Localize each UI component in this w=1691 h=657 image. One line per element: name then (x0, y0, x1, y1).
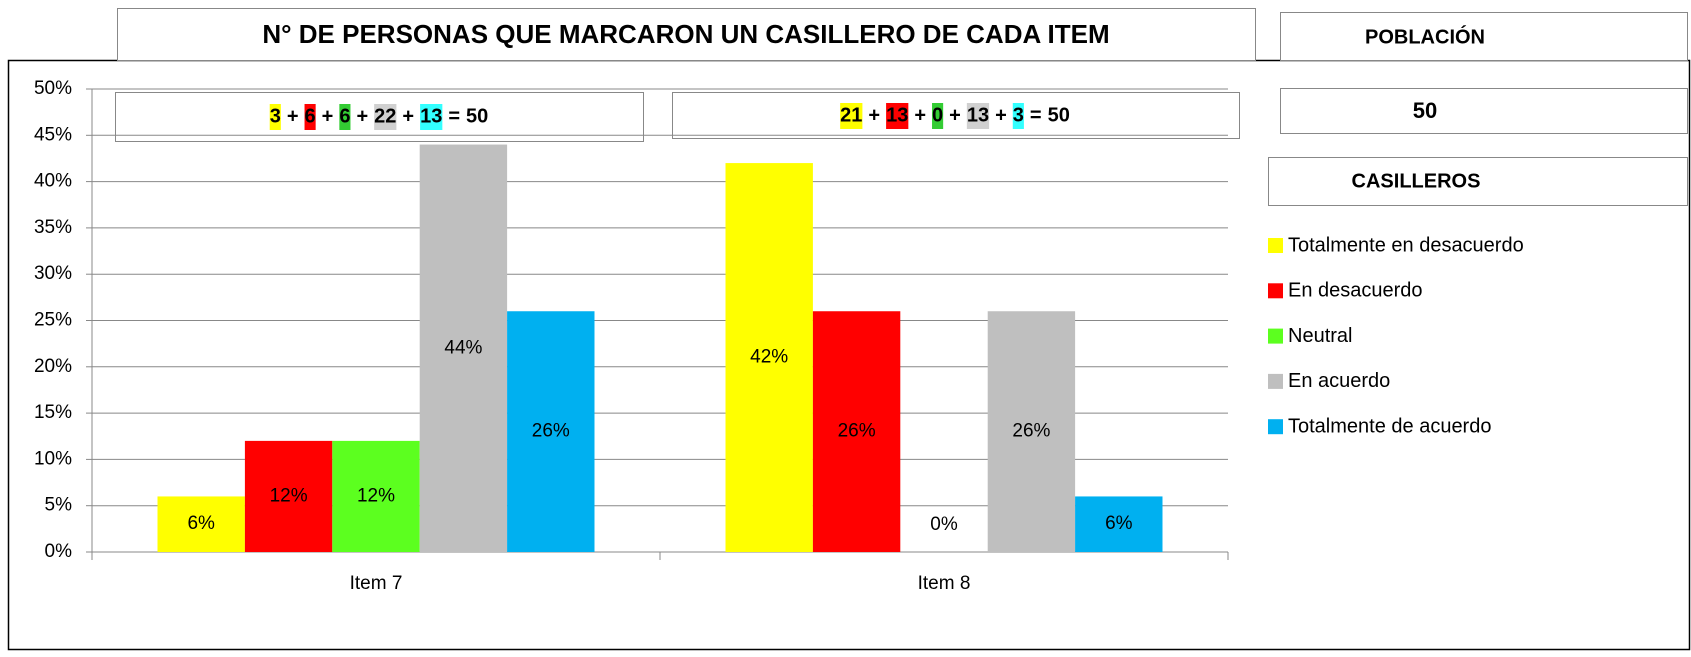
bar (332, 440, 420, 552)
annotation-text: 50 (466, 105, 488, 127)
highlight (374, 104, 397, 130)
legend-label: En acuerdo (1288, 370, 1390, 392)
annotation: 3 +6 +6 +22 +13 = 50 (269, 104, 488, 130)
bar (987, 311, 1076, 552)
highlight (966, 103, 990, 129)
annotation-text: + (287, 105, 299, 127)
bar (507, 311, 595, 552)
legend-label: Totalmente de acuerdo (1288, 415, 1491, 437)
bar (1075, 496, 1163, 552)
highlight (932, 103, 944, 129)
legend-swatch (1268, 328, 1283, 344)
population-value: 50 (1413, 98, 1437, 123)
y-tick-label: 40% (34, 171, 72, 192)
legend-swatch (1268, 419, 1283, 435)
bar (419, 144, 508, 552)
annotation-text: = (1030, 104, 1042, 126)
legend-swatch (1268, 283, 1283, 299)
data-label: 12% (357, 485, 395, 506)
title-box (117, 8, 1256, 61)
y-tick-label: 10% (34, 448, 72, 469)
annotation-box (672, 92, 1240, 139)
x-tick-label: Item 8 (918, 573, 971, 594)
annotation-text: 13 (420, 105, 442, 127)
y-tick-label: 5% (45, 495, 73, 516)
population-label-box (1280, 12, 1688, 61)
chart-title: N° DE PERSONAS QUE MARCARON UN CASILLERO… (262, 19, 1109, 49)
annotation-text: + (949, 104, 961, 126)
data-label: 26% (1012, 421, 1050, 442)
y-tick-label: 50% (34, 78, 72, 99)
bar (725, 163, 813, 552)
legend-swatch (1268, 373, 1283, 389)
population-label: POBLACIÓN (1365, 24, 1485, 48)
data-label: 6% (1105, 513, 1133, 534)
boxes-label: CASILLEROS (1352, 170, 1481, 192)
data-label: 12% (270, 485, 308, 506)
highlight (339, 104, 351, 130)
population-box (1280, 88, 1688, 134)
annotation-text: 21 (840, 104, 862, 126)
annotation-text: + (356, 105, 368, 127)
annotation-text: 6 (339, 105, 350, 127)
annotation: 21 +13 +0 +13 +3 = 50 (840, 103, 1070, 129)
highlight (840, 103, 863, 129)
annotation-text: 50 (1048, 104, 1070, 126)
annotation-text: + (322, 105, 334, 127)
data-label: 26% (838, 421, 876, 442)
annotation-text: = (448, 105, 460, 127)
highlight (420, 104, 443, 130)
annotation-text: + (995, 104, 1007, 126)
bar (157, 496, 245, 552)
annotation-text: + (402, 105, 414, 127)
legend-label: Totalmente en desacuerdo (1288, 234, 1524, 256)
data-label: 0% (930, 514, 958, 535)
annotation-text: 13 (886, 104, 908, 126)
annotation-text: 3 (270, 105, 281, 127)
y-tick-label: 0% (45, 541, 73, 562)
annotation-text: 0 (932, 104, 943, 126)
highlight (1012, 103, 1024, 129)
y-tick-label: 30% (34, 263, 72, 284)
annotation-text: 22 (374, 105, 396, 127)
annotation-text: + (868, 104, 880, 126)
y-tick-label: 35% (34, 217, 72, 238)
annotation-text: 3 (1013, 104, 1024, 126)
data-label: 42% (750, 347, 788, 368)
y-tick-label: 20% (34, 356, 72, 377)
x-tick-label: Item 7 (350, 573, 403, 594)
boxes-label-box (1268, 157, 1688, 206)
legend-swatch (1268, 238, 1283, 253)
annotation-text: 13 (967, 104, 989, 126)
highlight (269, 104, 281, 130)
y-tick-label: 25% (34, 310, 72, 331)
annotation-text: + (914, 104, 926, 126)
y-tick-label: 45% (34, 124, 72, 145)
annotation-text: 6 (305, 105, 316, 127)
bar (812, 311, 901, 552)
highlight (886, 103, 909, 129)
data-label: 26% (532, 421, 570, 442)
legend-label: En desacuerdo (1288, 280, 1423, 302)
data-label: 44% (444, 337, 482, 358)
data-label: 6% (187, 513, 215, 534)
highlight (304, 104, 316, 130)
legend-label: Neutral (1288, 325, 1352, 347)
bar (244, 440, 333, 552)
y-tick-label: 15% (34, 402, 72, 423)
